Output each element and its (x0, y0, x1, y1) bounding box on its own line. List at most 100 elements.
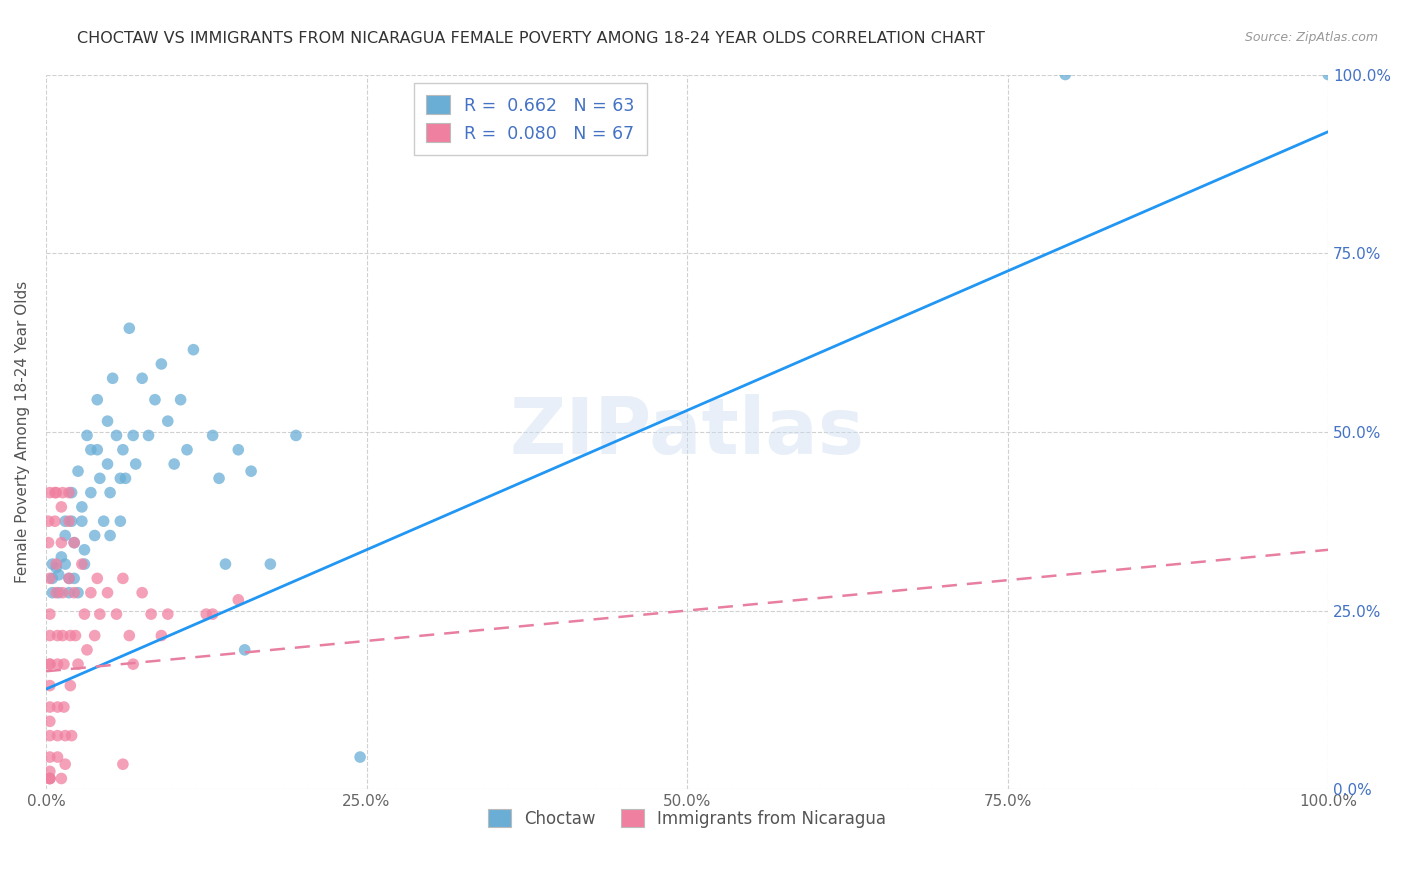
Point (45, 557, 67, 571)
Point (285, 428, 308, 442)
Point (44, 485, 66, 500)
Point (41, 571, 63, 585)
Point (63, 585, 86, 599)
Point (65, 629, 87, 643)
Point (226, 592, 249, 607)
Point (83, 528, 105, 542)
Text: Source: ZipAtlas.com: Source: ZipAtlas.com (1244, 31, 1378, 45)
Point (1054, 68, 1077, 82)
Point (38, 629, 60, 643)
Point (163, 457, 186, 471)
Point (105, 428, 128, 442)
Point (73, 542, 96, 557)
Point (38, 607, 60, 621)
Point (131, 585, 153, 599)
Point (83, 629, 105, 643)
Point (89, 471, 111, 485)
Point (125, 457, 148, 471)
Point (226, 442, 249, 457)
Point (58, 514, 80, 528)
Y-axis label: Female Poverty Among 18-24 Year Olds: Female Poverty Among 18-24 Year Olds (15, 281, 30, 583)
Point (46, 700, 69, 714)
Point (46, 729, 69, 743)
Point (122, 428, 145, 442)
Text: ZIPatlas: ZIPatlas (509, 394, 865, 470)
Point (201, 428, 224, 442)
Point (169, 392, 191, 407)
Point (96, 585, 118, 599)
Point (195, 607, 218, 621)
Point (138, 428, 160, 442)
Point (41, 557, 63, 571)
Point (70, 500, 93, 514)
Point (98, 485, 121, 500)
Point (349, 750, 371, 764)
Point (66, 464, 89, 478)
Point (96, 457, 118, 471)
Point (46, 750, 69, 764)
Point (1317, 68, 1340, 82)
Point (111, 571, 134, 585)
Point (89, 607, 111, 621)
Point (93, 514, 115, 528)
Point (111, 442, 134, 457)
Point (139, 607, 162, 621)
Point (66, 585, 89, 599)
Point (51, 500, 73, 514)
Point (86, 442, 108, 457)
Point (58, 485, 80, 500)
Point (38, 679, 60, 693)
Point (48, 585, 70, 599)
Point (131, 371, 153, 385)
Point (70, 557, 93, 571)
Point (183, 343, 205, 357)
Point (38, 571, 60, 585)
Point (98, 528, 121, 542)
Point (38, 772, 60, 786)
Legend: Choctaw, Immigrants from Nicaragua: Choctaw, Immigrants from Nicaragua (481, 803, 893, 835)
Point (53, 528, 76, 542)
Point (259, 557, 281, 571)
Point (86, 392, 108, 407)
Point (80, 442, 103, 457)
Point (53, 729, 76, 743)
Point (63, 571, 86, 585)
Point (233, 643, 256, 657)
Point (38, 657, 60, 672)
Point (214, 557, 236, 571)
Point (122, 657, 145, 672)
Point (52, 485, 75, 500)
Point (150, 629, 173, 643)
Text: CHOCTAW VS IMMIGRANTS FROM NICARAGUA FEMALE POVERTY AMONG 18-24 YEAR OLDS CORREL: CHOCTAW VS IMMIGRANTS FROM NICARAGUA FEM… (77, 31, 986, 46)
Point (143, 392, 166, 407)
Point (86, 571, 108, 585)
Point (38, 514, 60, 528)
Point (111, 757, 134, 772)
Point (66, 657, 89, 672)
Point (201, 607, 224, 621)
Point (80, 585, 103, 599)
Point (45, 485, 67, 500)
Point (53, 557, 76, 571)
Point (45, 560, 67, 574)
Point (63, 535, 86, 549)
Point (51, 549, 73, 564)
Point (110, 471, 132, 485)
Point (52, 585, 75, 599)
Point (46, 629, 69, 643)
Point (156, 607, 179, 621)
Point (76, 643, 98, 657)
Point (70, 514, 93, 528)
Point (38, 764, 60, 779)
Point (150, 357, 173, 371)
Point (59, 629, 82, 643)
Point (53, 757, 76, 772)
Point (58, 571, 80, 585)
Point (51, 772, 73, 786)
Point (48, 567, 70, 582)
Point (80, 485, 103, 500)
Point (38, 535, 60, 549)
Point (52, 700, 75, 714)
Point (53, 514, 76, 528)
Point (208, 471, 231, 485)
